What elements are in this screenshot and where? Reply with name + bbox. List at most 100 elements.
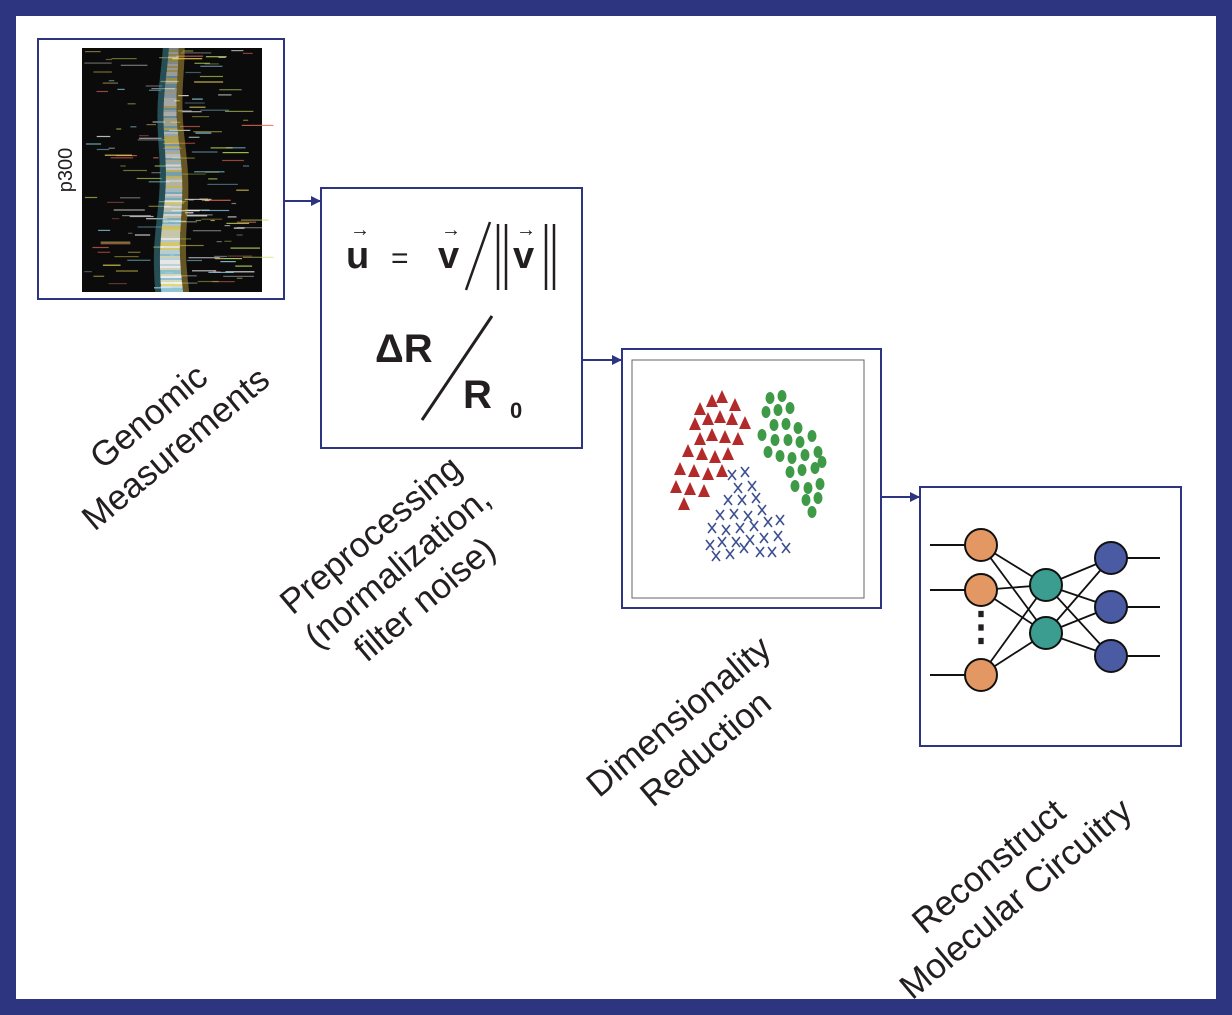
cluster-b-point xyxy=(757,429,767,441)
cluster-c-point xyxy=(727,469,737,481)
cross-stroke xyxy=(740,466,750,478)
heatmap-band-edge xyxy=(154,244,161,246)
heatmap-band-row xyxy=(165,184,183,186)
heatmap-speck xyxy=(223,275,254,277)
heatmap-band-row xyxy=(163,102,177,104)
heatmap-band-row xyxy=(164,96,177,98)
heatmap-speck xyxy=(93,275,105,277)
heatmap-band-edge xyxy=(161,62,168,64)
heatmap-band-row xyxy=(165,190,183,192)
heatmap-speck xyxy=(219,89,242,91)
cluster-a-point xyxy=(682,444,694,457)
heatmap-speck xyxy=(192,98,203,100)
cluster-b-point xyxy=(793,422,803,434)
heatmap-band-edge xyxy=(162,54,169,56)
heatmap-speck xyxy=(231,50,244,52)
cluster-a-point xyxy=(694,432,706,445)
cluster-c-point xyxy=(743,510,753,522)
heatmap-band-edge xyxy=(182,282,189,284)
heatmap-band-edge xyxy=(154,270,161,272)
output-node xyxy=(1094,639,1128,673)
heatmap-band-row xyxy=(160,282,183,284)
heatmap-band-row xyxy=(164,202,182,204)
heatmap-band-row xyxy=(163,122,178,124)
cluster-c-point xyxy=(735,522,745,534)
heatmap-band-row xyxy=(163,100,177,102)
heatmap-band-edge xyxy=(182,198,189,200)
heatmap-speck xyxy=(178,95,189,97)
heatmap-band-edge xyxy=(178,136,185,138)
heatmap-speck xyxy=(195,132,212,134)
heatmap-speck xyxy=(139,137,162,139)
heatmap-band-edge xyxy=(157,208,164,210)
heatmap-speck xyxy=(205,171,220,173)
heatmap-band-edge xyxy=(159,166,166,168)
preprocessing-box xyxy=(320,187,583,449)
heatmap-band-edge xyxy=(157,124,164,126)
heatmap-speck xyxy=(224,225,231,227)
cross-stroke xyxy=(715,509,725,521)
heatmap-band-edge xyxy=(159,162,166,164)
heatmap-band-edge xyxy=(154,286,161,288)
heatmap-speck xyxy=(188,199,194,201)
cluster-b-point xyxy=(810,462,820,474)
heatmap-band-edge xyxy=(157,132,164,134)
heatmap-speck xyxy=(192,230,222,232)
cross-stroke xyxy=(705,539,715,551)
heatmap-speck xyxy=(102,82,118,84)
heatmap-band-edge xyxy=(181,276,188,278)
heatmap-speck xyxy=(172,58,203,60)
heatmap-band-edge xyxy=(182,180,189,182)
formula-v-norm: v xyxy=(513,235,534,277)
heatmap-band-edge xyxy=(161,64,168,66)
network-edge xyxy=(980,544,1047,634)
heatmap-band-edge xyxy=(181,170,188,172)
cluster-c-point xyxy=(759,532,769,544)
cluster-c-point xyxy=(757,504,767,516)
heatmap-speck xyxy=(227,216,237,218)
heatmap-band-edge xyxy=(154,272,161,274)
heatmap-band-row xyxy=(160,270,181,272)
heatmap-speck xyxy=(194,171,225,173)
heatmap-speck xyxy=(169,129,191,131)
heatmap-band-row xyxy=(163,208,182,210)
heatmap-speck xyxy=(236,277,243,279)
heatmap-band-edge xyxy=(159,176,166,178)
heatmap-speck xyxy=(177,110,192,112)
cluster-c-point xyxy=(737,494,747,506)
heatmap-band-edge xyxy=(182,176,189,178)
heatmap-band-edge xyxy=(158,138,165,140)
heatmap-band-edge xyxy=(156,224,163,226)
heatmap-speck xyxy=(242,52,253,54)
heatmap-speck xyxy=(197,280,219,283)
heatmap-band-edge xyxy=(177,68,184,70)
heatmap-band-edge xyxy=(180,220,187,222)
heatmap-speck xyxy=(178,244,204,247)
heatmap-speck xyxy=(215,258,242,260)
heatmap-noise xyxy=(84,50,274,289)
heatmap-speck xyxy=(148,89,161,91)
heatmap-band-edge xyxy=(180,268,187,270)
heatmap-band-edge xyxy=(162,50,169,52)
heatmap-band-edge xyxy=(159,194,166,196)
heatmap-speck xyxy=(148,181,170,183)
heatmap-band-row xyxy=(165,164,182,166)
heatmap-band-row xyxy=(165,156,181,158)
heatmap-band-edge xyxy=(176,108,183,110)
heatmap-band-edge xyxy=(158,204,165,206)
heatmap-band-edge xyxy=(161,66,168,68)
heatmap-band-row xyxy=(164,200,183,202)
heatmap-band-edge xyxy=(176,106,183,108)
heatmap-band-row xyxy=(165,82,177,84)
cluster-b-point xyxy=(807,430,817,442)
cross-stroke xyxy=(729,508,739,520)
cluster-b-point xyxy=(801,494,811,506)
heatmap-band-edge xyxy=(158,136,165,138)
heatmap-speck xyxy=(236,227,263,229)
heatmap-speck xyxy=(93,71,112,73)
heatmap-speck xyxy=(227,255,253,257)
heatmap-speck xyxy=(226,222,250,224)
cluster-a-point xyxy=(716,390,728,403)
heatmap-band-edge xyxy=(158,148,165,150)
heatmap-band-edge xyxy=(158,146,165,148)
